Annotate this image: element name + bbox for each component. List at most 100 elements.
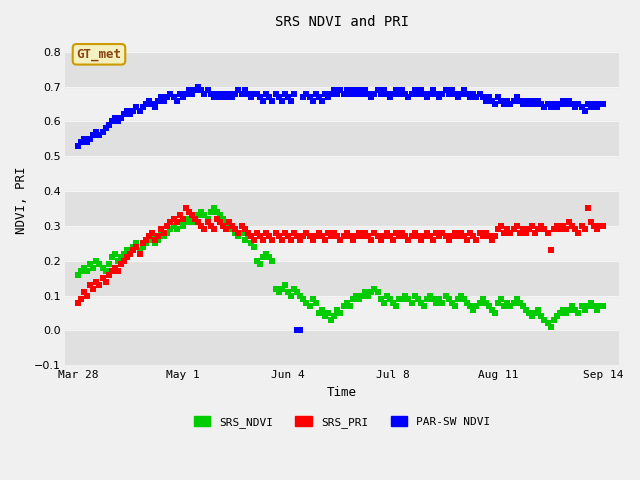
Point xyxy=(564,306,574,313)
Point xyxy=(168,215,179,223)
Point xyxy=(200,212,210,219)
Point xyxy=(570,104,580,111)
Point xyxy=(88,264,99,272)
Point xyxy=(239,236,250,244)
Point xyxy=(561,226,571,233)
Point xyxy=(271,90,281,97)
Point xyxy=(193,83,204,90)
Point xyxy=(545,104,556,111)
Point xyxy=(567,100,577,108)
Point xyxy=(440,292,451,300)
Point xyxy=(82,267,92,275)
Point xyxy=(558,222,568,230)
Point xyxy=(310,232,321,240)
Point xyxy=(496,295,506,303)
Point xyxy=(376,90,386,97)
Point xyxy=(533,306,543,313)
Point xyxy=(286,292,296,300)
Point xyxy=(295,236,305,244)
Point xyxy=(354,86,364,94)
Point xyxy=(586,299,596,306)
Point xyxy=(579,226,589,233)
Point xyxy=(400,232,410,240)
Point xyxy=(138,104,148,111)
Point xyxy=(493,93,503,101)
Point xyxy=(462,236,472,244)
Point xyxy=(391,229,401,237)
Point xyxy=(533,226,543,233)
Point xyxy=(598,222,608,230)
Point xyxy=(181,204,191,212)
Point xyxy=(579,107,589,115)
Point xyxy=(119,110,129,118)
Point xyxy=(348,86,358,94)
Point xyxy=(577,222,587,230)
Point xyxy=(508,226,518,233)
Point xyxy=(131,240,141,247)
Point xyxy=(92,278,102,286)
Point xyxy=(230,90,241,97)
Point xyxy=(499,302,509,310)
Point xyxy=(193,212,204,219)
Point xyxy=(76,138,86,146)
Point xyxy=(97,128,108,136)
Point xyxy=(92,257,102,264)
Point xyxy=(381,229,392,237)
Point xyxy=(444,236,454,244)
Point xyxy=(391,302,401,310)
Point xyxy=(165,218,175,226)
Point xyxy=(357,292,367,300)
Point xyxy=(459,295,469,303)
Point xyxy=(447,86,457,94)
Point xyxy=(249,236,259,244)
Point xyxy=(360,288,371,296)
Point xyxy=(292,326,302,334)
Point xyxy=(471,302,481,310)
Point xyxy=(236,229,246,237)
Point xyxy=(447,299,457,306)
Point xyxy=(134,250,145,258)
Point xyxy=(419,232,429,240)
Point xyxy=(264,253,275,261)
Point xyxy=(159,229,170,237)
Point xyxy=(502,299,513,306)
Point xyxy=(190,215,200,223)
Point xyxy=(552,104,562,111)
Point xyxy=(128,246,138,254)
Point xyxy=(255,232,265,240)
Point xyxy=(437,299,447,306)
Point xyxy=(440,86,451,94)
Point xyxy=(397,86,408,94)
Point xyxy=(379,299,389,306)
Point xyxy=(271,285,281,292)
Point xyxy=(530,100,540,108)
Point xyxy=(502,96,513,104)
Point xyxy=(490,309,500,317)
Point xyxy=(116,260,126,268)
Point xyxy=(193,218,204,226)
Point xyxy=(268,257,278,264)
Point xyxy=(410,229,420,237)
Point xyxy=(388,90,398,97)
Point xyxy=(524,100,534,108)
Point xyxy=(570,226,580,233)
Bar xyxy=(65,121,619,156)
Point xyxy=(79,288,89,296)
Point xyxy=(493,226,503,233)
Point xyxy=(283,288,293,296)
Point xyxy=(224,90,234,97)
Point xyxy=(440,232,451,240)
Point xyxy=(431,229,442,237)
Point xyxy=(308,236,318,244)
Point xyxy=(73,271,83,278)
Point xyxy=(372,86,383,94)
Point xyxy=(196,222,207,230)
Point xyxy=(413,90,423,97)
Point xyxy=(218,90,228,97)
Point xyxy=(323,93,333,101)
Point xyxy=(268,96,278,104)
Point xyxy=(434,93,444,101)
Point xyxy=(484,93,494,101)
Title: SRS NDVI and PRI: SRS NDVI and PRI xyxy=(275,15,409,29)
Point xyxy=(582,302,593,310)
